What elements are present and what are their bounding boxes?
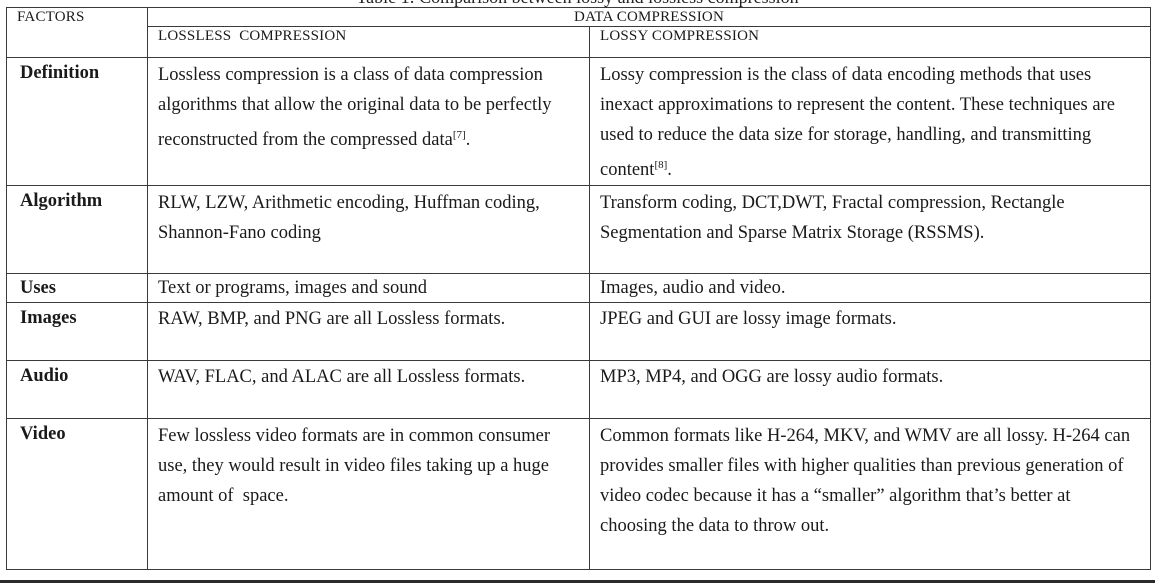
lossless-text: RAW, BMP, and PNG are all Lossless forma… bbox=[158, 309, 506, 330]
lossy-definition-end: . bbox=[667, 160, 672, 181]
lossy-header-cell: LOSSY COMPRESSION bbox=[588, 26, 1152, 58]
table-row: Uses Text or programs, images and sound … bbox=[6, 273, 1152, 304]
factor-cell: Video bbox=[6, 418, 148, 571]
data-compression-header: DATA COMPRESSION bbox=[574, 9, 724, 25]
table-row: Video Few lossless video formats are in … bbox=[6, 418, 1152, 571]
lossless-cell: RAW, BMP, and PNG are all Lossless forma… bbox=[147, 302, 590, 362]
factor-cell: Algorithm bbox=[6, 185, 148, 275]
factors-header-cell: FACTORS bbox=[6, 7, 148, 58]
lossless-text: Text or programs, images and sound bbox=[158, 278, 427, 299]
lossy-cell: MP3, MP4, and OGG are lossy audio format… bbox=[588, 360, 1152, 420]
citation-8: [8] bbox=[654, 159, 668, 171]
group-header-cell: DATA COMPRESSION bbox=[146, 7, 1152, 27]
lossless-text: RLW, LZW, Arithmetic encoding, Huffman c… bbox=[158, 193, 540, 244]
table-bottom-border bbox=[0, 580, 1155, 583]
factor-label: Algorithm bbox=[20, 191, 103, 212]
lossless-cell: Lossless compression is a class of data … bbox=[147, 56, 590, 187]
table-row: Audio WAV, FLAC, and ALAC are all Lossle… bbox=[6, 360, 1152, 420]
citation-7: [7] bbox=[452, 129, 466, 141]
lossless-cell: Few lossless video formats are in common… bbox=[147, 418, 590, 571]
lossy-cell: JPEG and GUI are lossy image formats. bbox=[588, 302, 1152, 362]
lossy-cell: Images, audio and video. bbox=[588, 273, 1152, 304]
lossless-header: LOSSLESS COMPRESSION bbox=[158, 28, 347, 44]
lossy-text: Common formats like H-264, MKV, and WMV … bbox=[600, 426, 1131, 537]
lossless-cell: RLW, LZW, Arithmetic encoding, Huffman c… bbox=[147, 185, 590, 275]
lossless-header-cell: LOSSLESS COMPRESSION bbox=[147, 26, 590, 58]
lossy-cell: Transform coding, DCT,DWT, Fractal compr… bbox=[588, 185, 1152, 275]
factor-cell: Uses bbox=[6, 273, 148, 304]
lossy-text: Lossy compression is the class of data e… bbox=[600, 58, 1140, 185]
factor-label: Images bbox=[20, 308, 77, 329]
lossless-text: Few lossless video formats are in common… bbox=[158, 426, 555, 507]
lossy-text: Transform coding, DCT,DWT, Fractal compr… bbox=[600, 193, 1065, 244]
factor-label: Audio bbox=[20, 366, 69, 387]
lossy-text: JPEG and GUI are lossy image formats. bbox=[600, 309, 897, 330]
factor-cell: Images bbox=[6, 302, 148, 362]
factor-label: Video bbox=[20, 424, 66, 445]
table-row: Images RAW, BMP, and PNG are all Lossles… bbox=[6, 302, 1152, 362]
factors-header: FACTORS bbox=[17, 9, 85, 25]
factor-label: Uses bbox=[20, 278, 56, 299]
table-row: Algorithm RLW, LZW, Arithmetic encoding,… bbox=[6, 185, 1152, 275]
lossy-definition-text: Lossy compression is the class of data e… bbox=[600, 65, 1115, 181]
table-subheader-row: LOSSLESS COMPRESSION LOSSY COMPRESSION bbox=[7, 26, 1152, 58]
table-row: Definition Lossless compression is a cla… bbox=[6, 56, 1152, 187]
lossy-header: LOSSY COMPRESSION bbox=[600, 28, 760, 44]
lossy-text: MP3, MP4, and OGG are lossy audio format… bbox=[600, 367, 944, 388]
factor-label: Definition bbox=[20, 63, 100, 83]
table-caption: Table 1: Comparison between lossy and lo… bbox=[0, 0, 1155, 7]
factor-cell: Definition bbox=[6, 56, 148, 187]
table-header-row: FACTORS DATA COMPRESSION bbox=[6, 7, 1152, 58]
lossy-cell: Common formats like H-264, MKV, and WMV … bbox=[588, 418, 1152, 571]
lossless-definition-text: Lossless compression is a class of data … bbox=[158, 65, 552, 151]
lossless-cell: WAV, FLAC, and ALAC are all Lossless for… bbox=[147, 360, 590, 420]
lossless-text: WAV, FLAC, and ALAC are all Lossless for… bbox=[158, 367, 526, 388]
comparison-table: FACTORS DATA COMPRESSION LOSSLESS COMPRE… bbox=[6, 7, 1152, 571]
lossless-cell: Text or programs, images and sound bbox=[147, 273, 590, 304]
lossy-text: Images, audio and video. bbox=[600, 278, 786, 299]
lossless-definition-end: . bbox=[465, 130, 471, 151]
factor-cell: Audio bbox=[6, 360, 148, 420]
lossy-cell: Lossy compression is the class of data e… bbox=[588, 56, 1152, 187]
lossless-text: Lossless compression is a class of data … bbox=[158, 58, 579, 155]
